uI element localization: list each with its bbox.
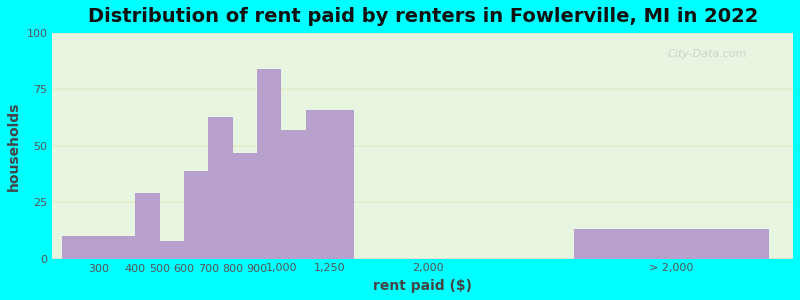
Bar — [62, 236, 135, 259]
X-axis label: rent paid ($): rent paid ($) — [374, 279, 472, 293]
Bar — [257, 69, 282, 259]
Bar — [233, 153, 257, 259]
Bar — [135, 193, 159, 259]
Text: City-Data.com: City-Data.com — [667, 49, 746, 59]
Bar — [184, 171, 208, 259]
Bar — [159, 241, 184, 259]
Bar — [282, 130, 306, 259]
Bar — [208, 116, 233, 259]
Title: Distribution of rent paid by renters in Fowlerville, MI in 2022: Distribution of rent paid by renters in … — [87, 7, 758, 26]
Y-axis label: households: households — [7, 101, 21, 190]
Bar — [574, 229, 769, 259]
Bar — [306, 110, 354, 259]
